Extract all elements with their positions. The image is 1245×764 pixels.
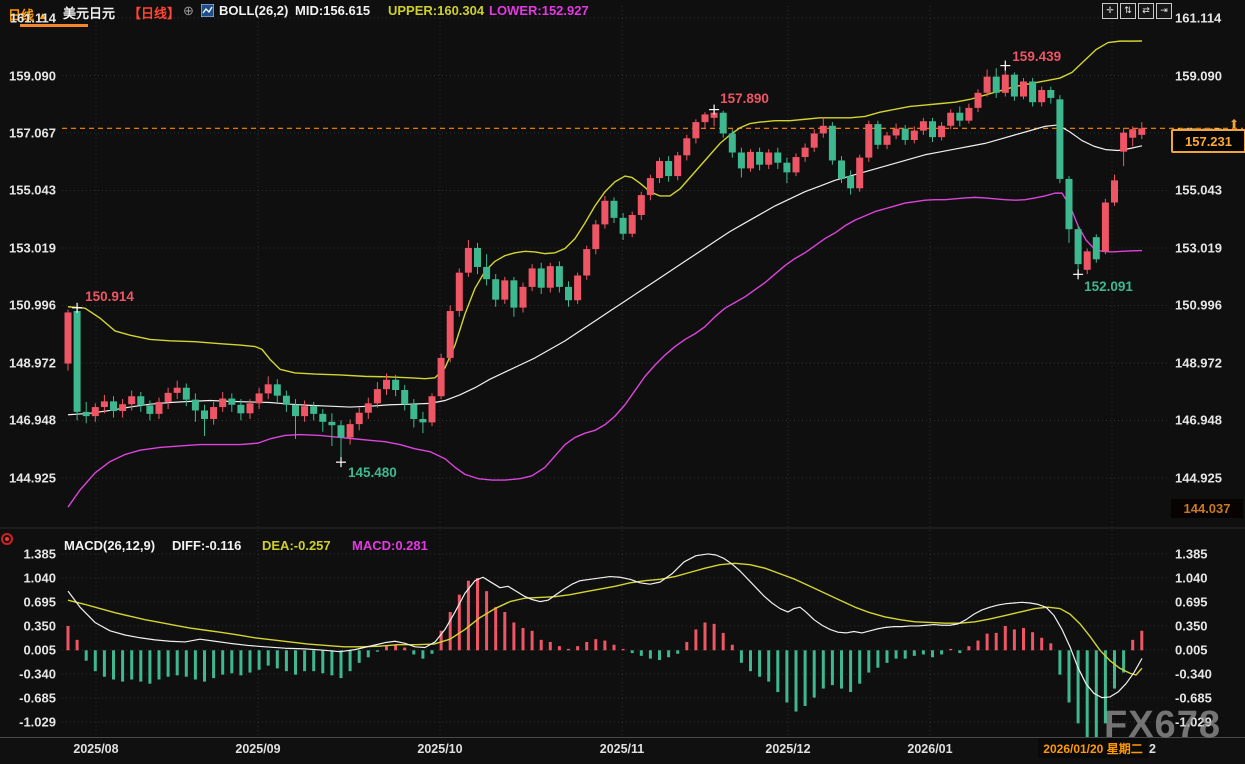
fit-vertical-axis-icon[interactable]: ⇅ [1120,3,1136,19]
pan-icon[interactable]: ✛ [1102,3,1118,19]
triangle-up-icon: ▲ [37,11,48,22]
fit-horizontal-axis-icon-glyph: ⇄ [1142,6,1150,16]
period-selector-button[interactable]: 日线 ▲ [8,5,48,24]
pan-icon-glyph: ✛ [1106,6,1114,16]
scroll-to-latest-icon-glyph: ⇥ [1160,6,1168,16]
fit-vertical-axis-icon-glyph: ⇅ [1124,6,1132,16]
candles [64,65,1146,463]
chart-toolbar: ✛ ⇅ ⇄ ⇥ [1102,3,1172,19]
scroll-to-latest-icon[interactable]: ⇥ [1156,3,1172,19]
period-selector-label: 日线 [8,8,35,23]
fit-horizontal-axis-icon[interactable]: ⇄ [1138,3,1154,19]
